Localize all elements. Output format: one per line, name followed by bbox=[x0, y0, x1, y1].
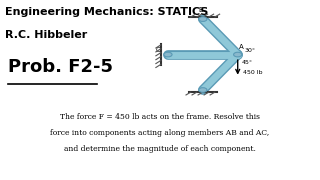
Circle shape bbox=[234, 52, 242, 57]
Text: Prob. F2-5: Prob. F2-5 bbox=[8, 58, 113, 76]
Circle shape bbox=[164, 52, 172, 57]
Circle shape bbox=[199, 88, 207, 92]
Text: R.C. Hibbeler: R.C. Hibbeler bbox=[4, 30, 87, 40]
Text: and determine the magnitude of each component.: and determine the magnitude of each comp… bbox=[64, 145, 256, 153]
Text: C: C bbox=[155, 47, 160, 53]
Text: 450 lb: 450 lb bbox=[244, 70, 263, 75]
Circle shape bbox=[199, 17, 207, 21]
Text: 30°: 30° bbox=[244, 48, 255, 53]
Text: A: A bbox=[239, 44, 244, 50]
Text: Engineering Mechanics: STATICS: Engineering Mechanics: STATICS bbox=[4, 7, 208, 17]
Text: force into components acting along members AB and AC,: force into components acting along membe… bbox=[50, 129, 270, 137]
Text: 45°: 45° bbox=[242, 60, 252, 65]
Text: The force F = 450 lb acts on the frame. Resolve this: The force F = 450 lb acts on the frame. … bbox=[60, 113, 260, 121]
Text: B: B bbox=[199, 7, 204, 13]
